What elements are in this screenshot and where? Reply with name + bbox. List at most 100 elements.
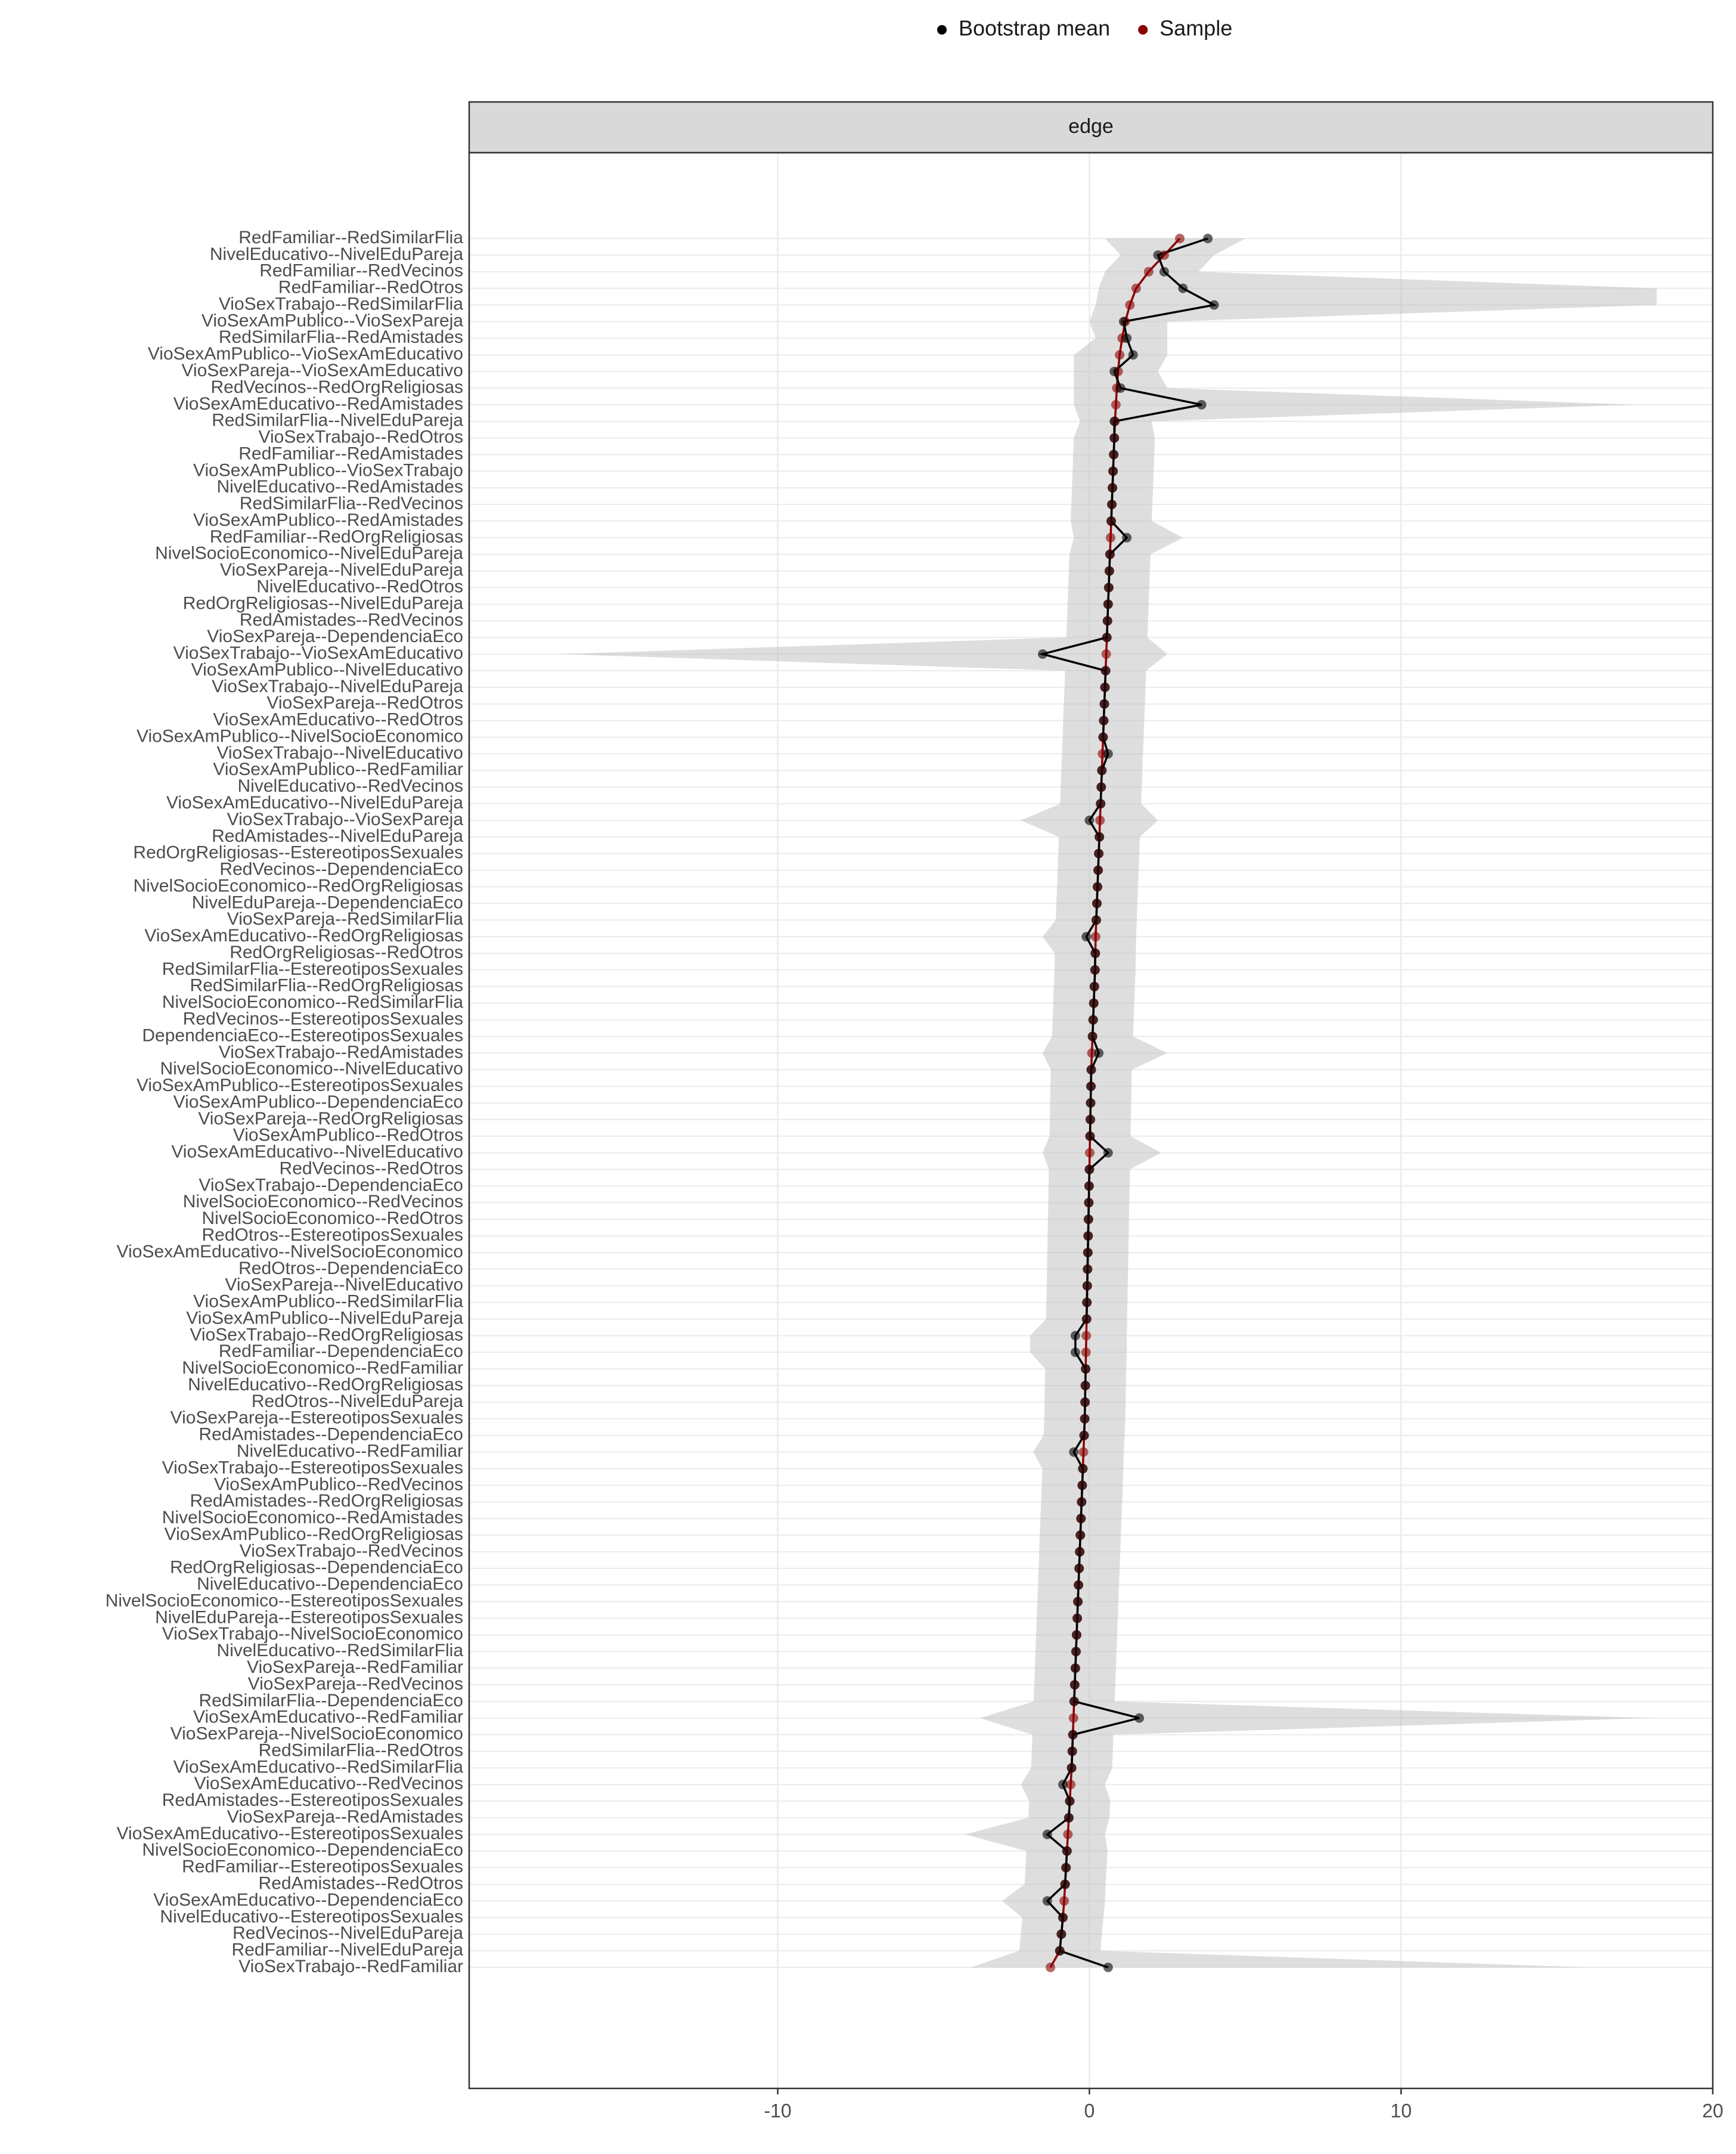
x-tick-label: 20 xyxy=(1702,2100,1723,2121)
legend-label: Sample xyxy=(1160,16,1232,41)
y-tick-label: VioSexAmPublico--RedSimilarFlia xyxy=(193,1292,463,1312)
y-tick-label: RedSimilarFlia--NivelEduPareja xyxy=(212,411,463,430)
point xyxy=(1093,865,1103,875)
y-tick-label: VioSexAmEducativo--RedFamiliar xyxy=(193,1707,463,1727)
y-tick-label: VioSexPareja--RedAmistades xyxy=(227,1807,463,1827)
point xyxy=(1073,1597,1083,1607)
point xyxy=(1209,300,1219,310)
point xyxy=(1090,949,1100,959)
point xyxy=(1115,383,1126,393)
y-tick-label: NivelEducativo--EstereotiposSexuales xyxy=(160,1907,463,1926)
point xyxy=(1088,1015,1098,1025)
point xyxy=(1104,566,1114,576)
point xyxy=(1056,1929,1067,1939)
point xyxy=(1125,300,1135,310)
point xyxy=(1075,1546,1085,1557)
y-tick-label: RedAmistades--EstereotiposSexuales xyxy=(162,1790,463,1810)
y-tick-label: NivelEducativo--DependenciaEco xyxy=(197,1575,463,1594)
point xyxy=(1131,283,1141,293)
point xyxy=(1111,399,1121,410)
point xyxy=(1084,1181,1094,1191)
point xyxy=(1080,1397,1090,1407)
y-tick-label: VioSexTrabajo--RedSimilarFlia xyxy=(219,294,463,314)
point xyxy=(1103,582,1114,593)
y-tick-label: RedVecinos--RedOrgReligiosas xyxy=(210,377,463,397)
y-tick-label: VioSexAmPublico--VioSexTrabajo xyxy=(193,460,463,480)
y-tick-label: NivelSocioEconomico--RedVecinos xyxy=(183,1192,463,1211)
point xyxy=(1128,350,1138,360)
y-tick-label: RedFamiliar--DependenciaEco xyxy=(219,1341,463,1361)
point xyxy=(1066,1780,1076,1790)
point xyxy=(1071,1647,1081,1657)
point xyxy=(1079,1430,1089,1440)
point xyxy=(1106,516,1116,526)
point xyxy=(1072,1613,1082,1623)
point xyxy=(1109,416,1120,426)
point xyxy=(1083,1247,1093,1257)
y-tick-label: RedAmistades--RedOtros xyxy=(259,1873,463,1893)
point xyxy=(1143,266,1154,277)
point xyxy=(1046,1963,1056,1972)
point xyxy=(1159,266,1169,277)
point xyxy=(1087,1048,1097,1058)
point xyxy=(1068,1730,1078,1740)
y-tick-label: RedOtros--EstereotiposSexuales xyxy=(202,1225,463,1245)
y-tick-label: RedAmistades--RedOrgReligiosas xyxy=(190,1491,463,1511)
y-tick-label: VioSexAmPublico--RedVecinos xyxy=(214,1474,463,1494)
y-tick-label: VioSexAmPublico--EstereotiposSexuales xyxy=(137,1076,463,1095)
y-tick-label: NivelEduPareja--DependenciaEco xyxy=(192,892,463,912)
y-tick-label: NivelEduPareja--EstereotiposSexuales xyxy=(155,1607,463,1627)
point xyxy=(1091,915,1101,925)
y-tick-label: VioSexPareja--DependenciaEco xyxy=(207,627,463,646)
y-tick-label: NivelSocioEconomico--RedSimilarFlia xyxy=(162,993,463,1012)
point xyxy=(1071,1630,1081,1640)
point xyxy=(1077,1480,1087,1490)
y-tick-label: RedSimilarFlia--RedOtros xyxy=(259,1740,463,1760)
point xyxy=(1086,1098,1096,1108)
y-tick-label: RedVecinos--NivelEduPareja xyxy=(232,1923,463,1943)
point xyxy=(1103,599,1113,609)
point xyxy=(1081,932,1092,942)
y-tick-label: VioSexAmEducativo--NivelEducativo xyxy=(171,1142,463,1162)
point xyxy=(1086,1081,1096,1092)
y-tick-label: VioSexTrabajo--RedAmistades xyxy=(219,1042,463,1062)
point xyxy=(1102,616,1112,626)
y-tick-label: RedVecinos--RedOtros xyxy=(280,1158,463,1178)
y-tick-label: RedAmistades--NivelEduPareja xyxy=(212,826,463,846)
legend-label: Bootstrap mean xyxy=(959,16,1110,41)
point xyxy=(1081,1364,1091,1374)
point xyxy=(1063,1829,1073,1839)
y-tick-label: NivelSocioEconomico--NivelEduPareja xyxy=(155,544,463,563)
y-tick-label: RedSimilarFlia--RedAmistades xyxy=(219,327,463,347)
point xyxy=(1062,1846,1072,1856)
y-tick-label: VioSexPareja--RedOrgReligiosas xyxy=(198,1109,463,1129)
y-tick-label: VioSexAmPublico--RedFamiliar xyxy=(213,760,463,779)
point xyxy=(1077,1497,1087,1507)
y-tick-label: RedAmistades--RedVecinos xyxy=(240,610,463,630)
y-tick-label: VioSexAmEducativo--RedAmistades xyxy=(173,394,463,414)
point xyxy=(1081,1331,1092,1341)
point xyxy=(1081,1314,1092,1324)
point xyxy=(1084,1148,1095,1158)
y-tick-label: VioSexAmEducativo--EstereotiposSexuales xyxy=(117,1824,463,1843)
y-tick-label: VioSexTrabajo--RedOrgReligiosas xyxy=(190,1325,463,1344)
y-tick-label: VioSexAmPublico--NivelEduPareja xyxy=(186,1308,463,1328)
y-tick-label: RedOtros--DependenciaEco xyxy=(238,1259,463,1278)
point xyxy=(1105,532,1115,543)
y-tick-label: VioSexAmEducativo--NivelEduPareja xyxy=(166,793,463,813)
point xyxy=(1153,250,1163,260)
y-tick-label: NivelEducativo--RedOrgReligiosas xyxy=(188,1375,463,1394)
legend-swatch xyxy=(937,25,947,35)
x-tick-label: 10 xyxy=(1390,2100,1412,2121)
point xyxy=(1098,732,1108,742)
y-tick-label: VioSexPareja--RedSimilarFlia xyxy=(227,909,464,929)
interval-ribbon xyxy=(559,238,1657,1967)
y-tick-label: RedVecinos--DependenciaEco xyxy=(219,860,463,879)
point xyxy=(1196,399,1207,410)
point xyxy=(1105,549,1115,559)
point xyxy=(1083,1264,1093,1274)
point xyxy=(1075,1530,1086,1540)
y-tick-label: RedFamiliar--RedAmistades xyxy=(238,444,463,463)
y-tick-label: VioSexAmPublico--RedOtros xyxy=(233,1126,463,1145)
y-tick-label: VioSexTrabajo--NivelEducativo xyxy=(216,743,463,763)
